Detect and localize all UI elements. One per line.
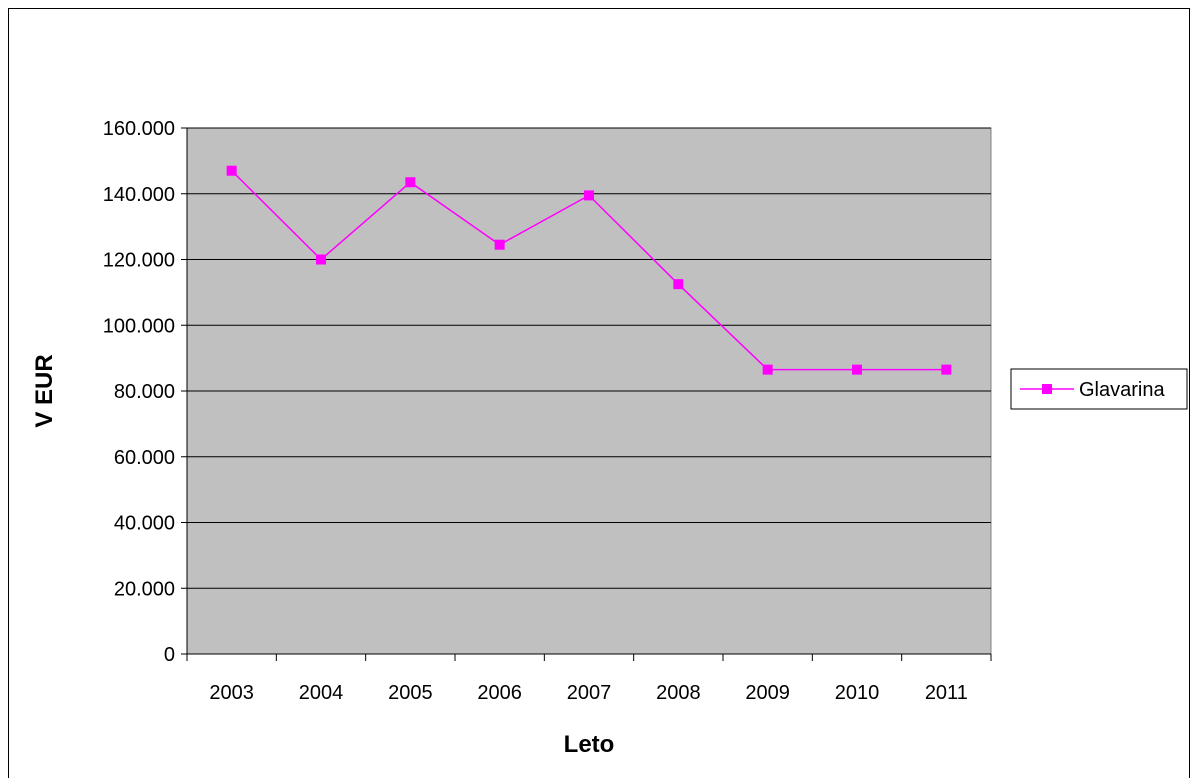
y-tick-label: 40.000 <box>114 513 175 535</box>
x-tick-label: 2003 <box>209 682 254 704</box>
legend-label: Glavarina <box>1079 379 1165 401</box>
y-tick-labels: 0 20.000 40.000 60.000 80.000 100.000 120.000 1… <box>103 118 175 666</box>
y-tick-label: 20.000 <box>114 578 175 600</box>
x-tick-label: 2010 <box>835 682 880 704</box>
y-tick-label: 60.000 <box>114 447 175 469</box>
y-tick-label: 0 <box>164 644 175 666</box>
x-axis-title: Leto <box>564 731 615 758</box>
data-point-2010 <box>852 364 862 375</box>
data-point-2003 <box>226 165 237 176</box>
data-point-2008 <box>673 279 684 290</box>
x-tick-label: 2007 <box>567 682 612 704</box>
x-tick-label: 2004 <box>299 682 344 704</box>
series-glavarina <box>226 165 952 375</box>
data-point-2004 <box>316 254 326 265</box>
x-tick-label: 2011 <box>925 682 968 704</box>
x-tick-label: 2009 <box>745 682 790 704</box>
x-tick-label: 2005 <box>388 682 433 704</box>
y-tick-label: 100.000 <box>103 315 175 337</box>
legend-marker-swatch <box>1042 384 1052 394</box>
data-point-2011 <box>941 364 952 375</box>
axes <box>181 127 992 661</box>
data-point-2006 <box>494 239 505 250</box>
data-point-2009 <box>762 364 773 375</box>
x-tick-label: 2006 <box>477 682 522 704</box>
y-axis-title: V EUR <box>31 354 58 427</box>
x-tick-label: 2008 <box>656 682 701 704</box>
data-point-2007 <box>584 190 594 201</box>
y-tick-label: 140.000 <box>103 184 175 206</box>
y-tick-label: 80.000 <box>114 381 175 403</box>
y-tick-label: 160.000 <box>103 118 175 140</box>
data-point-2005 <box>405 177 416 188</box>
legend: Glavarina <box>1010 368 1188 410</box>
x-tick-labels: 2003 2004 2005 2006 2007 2008 2009 2010 2011 <box>209 682 967 704</box>
y-tick-label: 120.000 <box>103 250 175 272</box>
